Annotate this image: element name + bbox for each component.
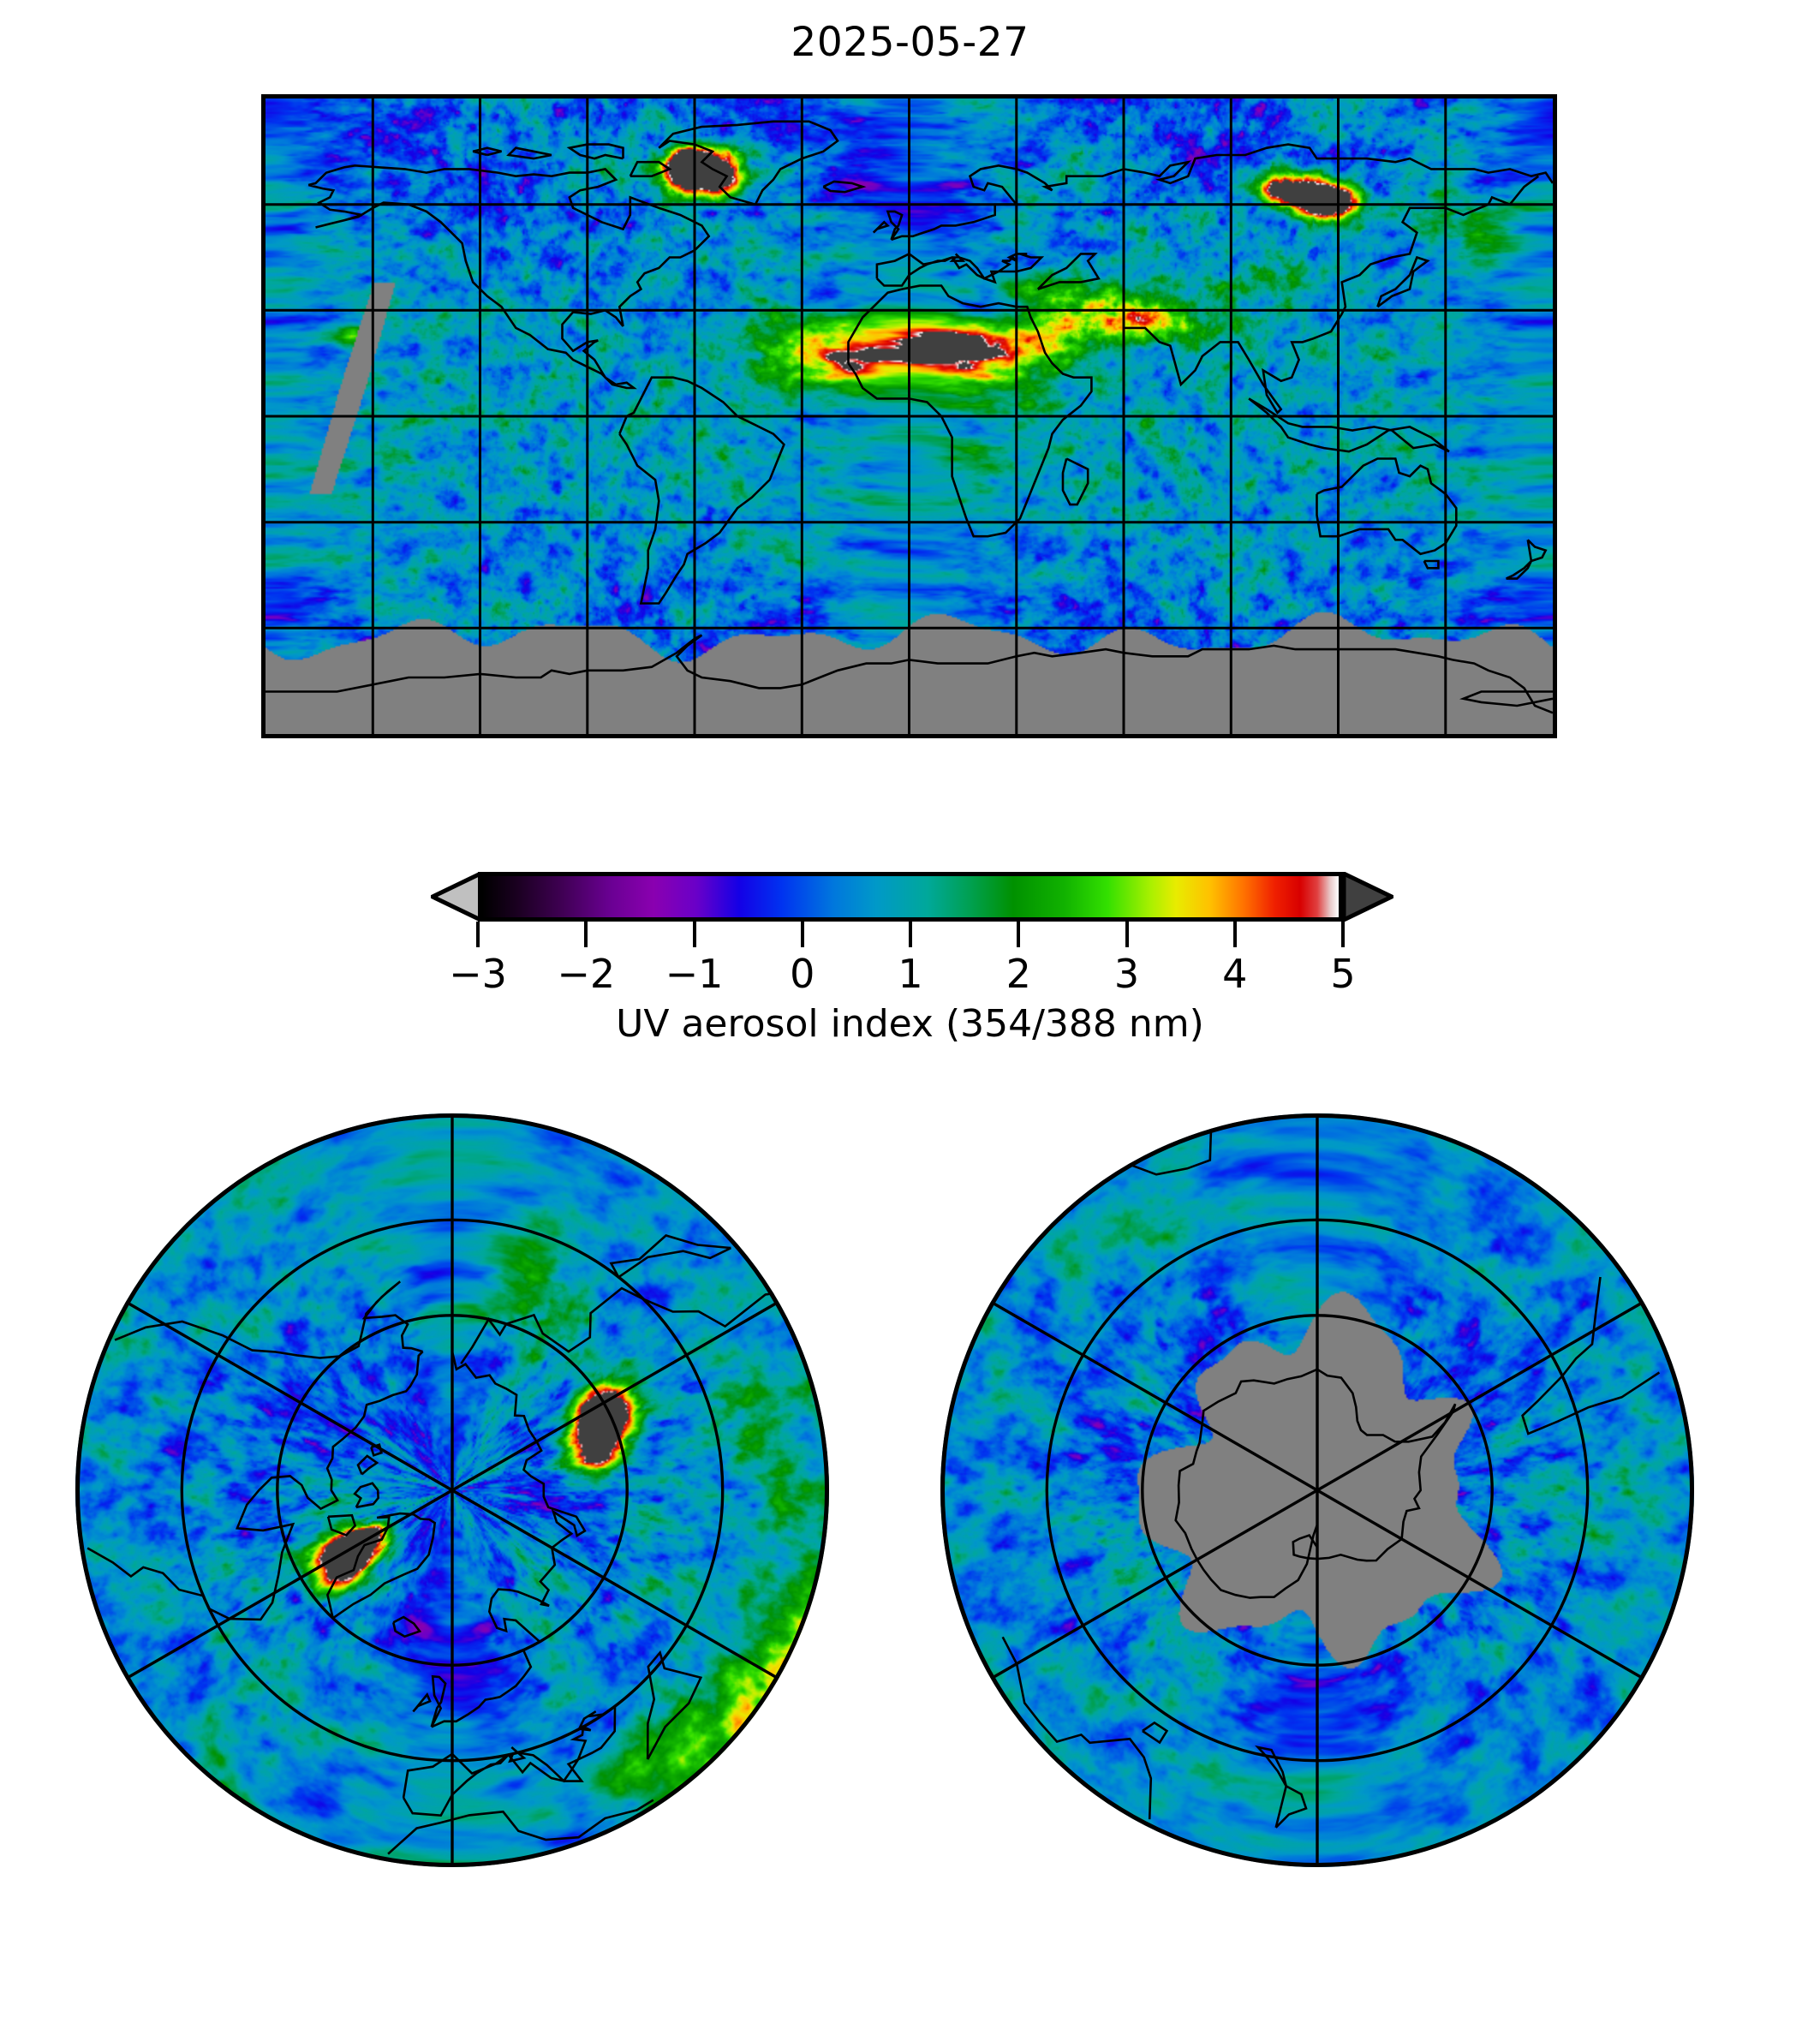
north-polar-map-panel[interactable] xyxy=(75,1113,829,1867)
north-polar-uv-aerosol-index-heatmap xyxy=(75,1113,829,1867)
colorbar-tick-label: 5 xyxy=(1330,951,1356,997)
colorbar-tick xyxy=(584,922,588,947)
colorbar-ticklabels: −3 −2 −1 0 1 2 3 4 5 xyxy=(431,951,1393,1002)
south-polar-uv-aerosol-index-heatmap xyxy=(940,1113,1694,1867)
uv-aerosol-index-colorbar[interactable] xyxy=(431,872,1393,922)
colorbar-gradient-fill xyxy=(482,876,1339,917)
colorbar-tick xyxy=(800,922,804,947)
colorbar-group: −3 −2 −1 0 1 2 3 4 5 UV aerosol index (354/388 n… xyxy=(0,865,1820,1046)
colorbar-tick xyxy=(1017,922,1021,947)
colorbar-tick-label: 3 xyxy=(1113,951,1140,997)
colorbar-tick-label: 1 xyxy=(898,951,923,997)
colorbar-tick-label: 2 xyxy=(1005,951,1031,997)
colorbar-tick-label: −3 xyxy=(449,951,507,997)
colorbar-extend-under-arrow-icon xyxy=(431,872,482,922)
colorbar-gradient-bar[interactable] xyxy=(478,872,1343,922)
colorbar-axis-label: UV aerosol index (354/388 nm) xyxy=(616,1002,1204,1046)
colorbar-tick xyxy=(692,922,696,947)
south-polar-map-panel[interactable] xyxy=(940,1113,1694,1867)
south-polar-clip xyxy=(940,1113,1694,1867)
global-map-panel[interactable] xyxy=(261,94,1557,738)
colorbar-tick-label: −1 xyxy=(665,951,724,997)
colorbar-tick xyxy=(909,922,912,947)
colorbar-extend-over-arrow-icon xyxy=(1342,872,1393,922)
colorbar-tick xyxy=(1232,922,1237,947)
colorbar-tick xyxy=(1125,922,1129,947)
global-uv-aerosol-index-heatmap xyxy=(266,98,1553,734)
colorbar-tick xyxy=(476,922,480,947)
colorbar-tick xyxy=(1341,922,1345,947)
colorbar-tickmarks xyxy=(431,922,1393,951)
colorbar-tick-label: 4 xyxy=(1222,951,1248,997)
colorbar-tick-label: 0 xyxy=(790,951,815,997)
colorbar-tick-label: −2 xyxy=(557,951,616,997)
page-title: 2025-05-27 xyxy=(791,19,1029,66)
north-polar-clip xyxy=(75,1113,829,1867)
